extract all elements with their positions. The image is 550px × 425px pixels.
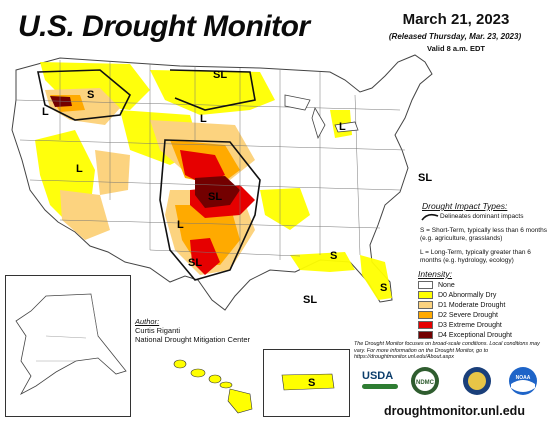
noaa-logo: NOAA — [508, 366, 538, 396]
swatch-d1 — [418, 301, 433, 310]
svg-text:NOAA: NOAA — [516, 375, 531, 381]
puerto-rico-inset: S — [263, 349, 350, 417]
map-label-l: L — [200, 113, 207, 125]
author-block: Author: Curtis Riganti National Drought … — [135, 317, 250, 344]
map-label-s: S — [380, 282, 387, 294]
usda-logo: USDA — [362, 366, 398, 396]
release-date: (Released Thursday, Mar. 23, 2023) — [388, 32, 522, 41]
map-label-l: L — [177, 219, 184, 231]
map-label-sl: SL — [213, 69, 227, 81]
site-url[interactable]: droughtmonitor.unl.edu — [384, 404, 525, 418]
swatch-d3 — [418, 321, 433, 330]
map-label-s: S — [87, 89, 94, 101]
swatch-d2 — [418, 311, 433, 320]
map-label-l: L — [76, 163, 83, 175]
impact-lines — [37, 69, 261, 281]
swatch-none — [418, 281, 433, 290]
map-label-l: L — [42, 106, 49, 118]
map-label-l: L — [339, 121, 346, 133]
impact-line-icon — [421, 213, 439, 221]
d4-areas — [50, 96, 240, 208]
great-lakes — [284, 94, 359, 140]
d0-areas — [35, 62, 392, 300]
legend-d1: D1 Moderate Drought — [418, 301, 505, 310]
ndmc-logo: NDMC — [410, 366, 440, 396]
map-label-s: S — [308, 377, 315, 389]
map-label-sl: SL — [188, 257, 202, 269]
disclaimer-text: The Drought Monitor focuses on broad-sca… — [354, 341, 540, 361]
map-date: March 21, 2023 — [402, 11, 510, 28]
map-label-s: S — [330, 250, 337, 262]
legend-d3: D3 Extreme Drought — [418, 321, 502, 330]
legend-d0: D0 Abnormally Dry — [418, 291, 496, 300]
legend-d4: D4 Exceptional Drought — [418, 331, 512, 340]
author-name: Curtis Riganti — [135, 326, 181, 335]
alaska-map — [15, 293, 127, 395]
alaska-inset — [5, 275, 131, 417]
swatch-d0 — [418, 291, 433, 300]
impact-long-term-desc: L = Long-Term, typically greater than 6 … — [420, 249, 531, 264]
map-label-sl: SL — [208, 191, 222, 203]
map-label-sl: SL — [303, 294, 317, 306]
author-org: National Drought Mitigation Center — [135, 335, 251, 344]
map-title: U.S. Drought Monitor — [18, 10, 310, 43]
commerce-logo — [462, 366, 492, 396]
puerto-rico-map: S — [281, 373, 335, 391]
impact-legend-title: Drought Impact Types: — [422, 201, 508, 211]
svg-text:NDMC: NDMC — [416, 380, 435, 386]
hawaii-map — [173, 359, 253, 414]
valid-time: Valid 8 a.m. EDT — [427, 44, 485, 53]
state-borders — [15, 60, 406, 260]
legend-d2: D2 Severe Drought — [418, 311, 498, 320]
impact-short-term-desc: S = Short-Term, typically less than 6 mo… — [420, 227, 547, 242]
map-label-sl: SL — [418, 172, 432, 184]
legend-none: None — [418, 281, 455, 290]
swatch-d4 — [418, 331, 433, 340]
hawaii-inset — [160, 349, 260, 415]
intensity-legend-title: Intensity: — [418, 269, 453, 279]
impact-line-desc: Delineates dominant impacts — [440, 213, 524, 220]
author-label: Author: — [135, 317, 160, 326]
